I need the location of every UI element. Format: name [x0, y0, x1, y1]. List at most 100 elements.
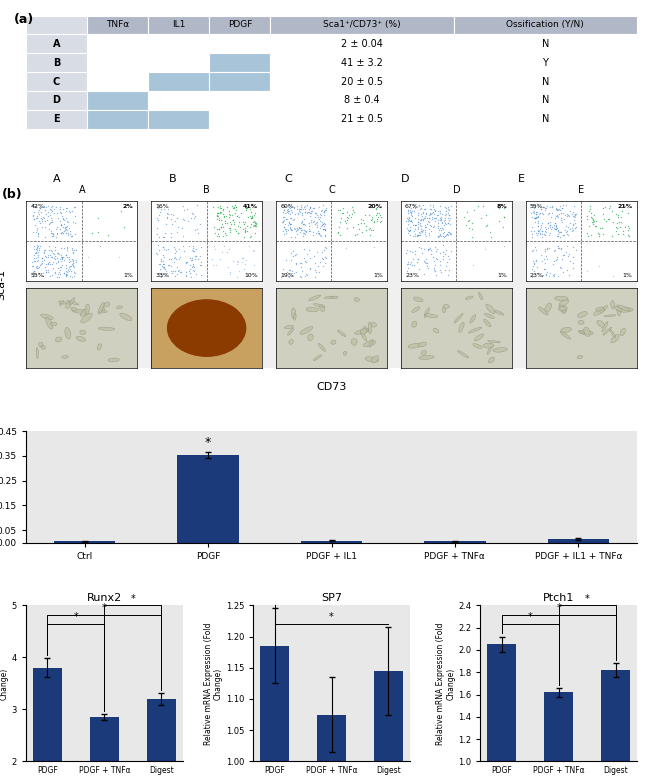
Point — [528, 207, 539, 219]
Point — [434, 247, 445, 260]
Point — [546, 211, 556, 224]
Point — [539, 263, 549, 276]
Point — [70, 267, 81, 279]
Point — [549, 267, 559, 280]
Point — [413, 222, 423, 235]
Point — [288, 245, 298, 257]
Point — [552, 204, 562, 216]
Point — [291, 256, 302, 269]
Point — [445, 227, 456, 239]
Point — [210, 227, 220, 239]
Point — [420, 210, 430, 222]
Point — [38, 267, 49, 279]
Point — [445, 228, 456, 240]
Point — [179, 245, 189, 257]
Point — [64, 263, 75, 275]
Point — [445, 245, 456, 257]
Text: 21%: 21% — [618, 204, 632, 209]
Point — [224, 204, 234, 217]
Point — [297, 203, 307, 215]
Point — [316, 209, 326, 221]
Point — [410, 218, 421, 231]
Point — [544, 207, 554, 219]
Point — [191, 242, 202, 255]
Point — [319, 222, 330, 235]
Point — [334, 204, 345, 216]
Point — [249, 259, 259, 271]
Point — [44, 209, 55, 221]
Point — [286, 218, 296, 231]
Point — [538, 200, 548, 213]
Point — [535, 207, 545, 219]
Point — [28, 266, 38, 278]
Point — [428, 263, 439, 276]
Point — [428, 207, 439, 220]
Point — [304, 263, 315, 276]
Text: 42%: 42% — [31, 204, 44, 209]
Point — [480, 209, 491, 221]
Point — [51, 200, 62, 213]
Ellipse shape — [559, 300, 569, 306]
Point — [47, 226, 58, 239]
Point — [64, 261, 75, 274]
Point — [542, 200, 552, 212]
Ellipse shape — [495, 310, 504, 315]
Point — [290, 249, 300, 261]
Point — [428, 221, 439, 233]
Point — [162, 211, 172, 223]
Point — [151, 247, 162, 260]
Point — [317, 246, 327, 258]
Point — [187, 207, 198, 219]
Point — [300, 225, 311, 237]
Point — [187, 253, 197, 266]
Point — [562, 210, 573, 222]
Point — [218, 225, 228, 238]
Point — [31, 268, 42, 280]
Point — [179, 204, 189, 217]
Point — [540, 245, 551, 257]
Point — [428, 255, 439, 267]
Point — [69, 270, 79, 283]
Point — [250, 217, 260, 229]
Point — [251, 220, 261, 232]
Point — [556, 211, 566, 224]
Point — [559, 228, 569, 241]
Point — [170, 247, 181, 260]
Point — [68, 253, 79, 266]
Bar — [317, 715, 346, 777]
Point — [170, 270, 180, 282]
Point — [34, 214, 44, 227]
Point — [27, 208, 38, 221]
Point — [402, 224, 413, 236]
Point — [445, 211, 456, 224]
Text: CD73: CD73 — [317, 382, 346, 392]
Point — [173, 264, 183, 277]
Point — [446, 200, 456, 212]
Point — [618, 228, 628, 241]
Point — [553, 226, 564, 239]
Point — [29, 213, 39, 225]
Point — [62, 242, 73, 254]
Point — [532, 215, 543, 228]
Point — [31, 253, 41, 265]
Point — [239, 231, 250, 243]
Point — [216, 221, 226, 233]
Ellipse shape — [411, 321, 417, 327]
FancyBboxPatch shape — [209, 91, 270, 110]
Point — [425, 199, 436, 211]
Point — [410, 205, 420, 218]
Point — [67, 253, 77, 265]
Point — [41, 207, 51, 220]
Point — [214, 223, 225, 235]
Point — [249, 218, 259, 231]
Point — [302, 206, 313, 218]
Point — [226, 200, 237, 212]
Point — [176, 266, 186, 278]
Point — [434, 212, 445, 225]
Point — [297, 265, 307, 277]
Point — [167, 209, 177, 221]
Point — [293, 207, 304, 220]
Point — [280, 218, 291, 230]
Point — [51, 223, 62, 235]
Point — [550, 211, 560, 224]
